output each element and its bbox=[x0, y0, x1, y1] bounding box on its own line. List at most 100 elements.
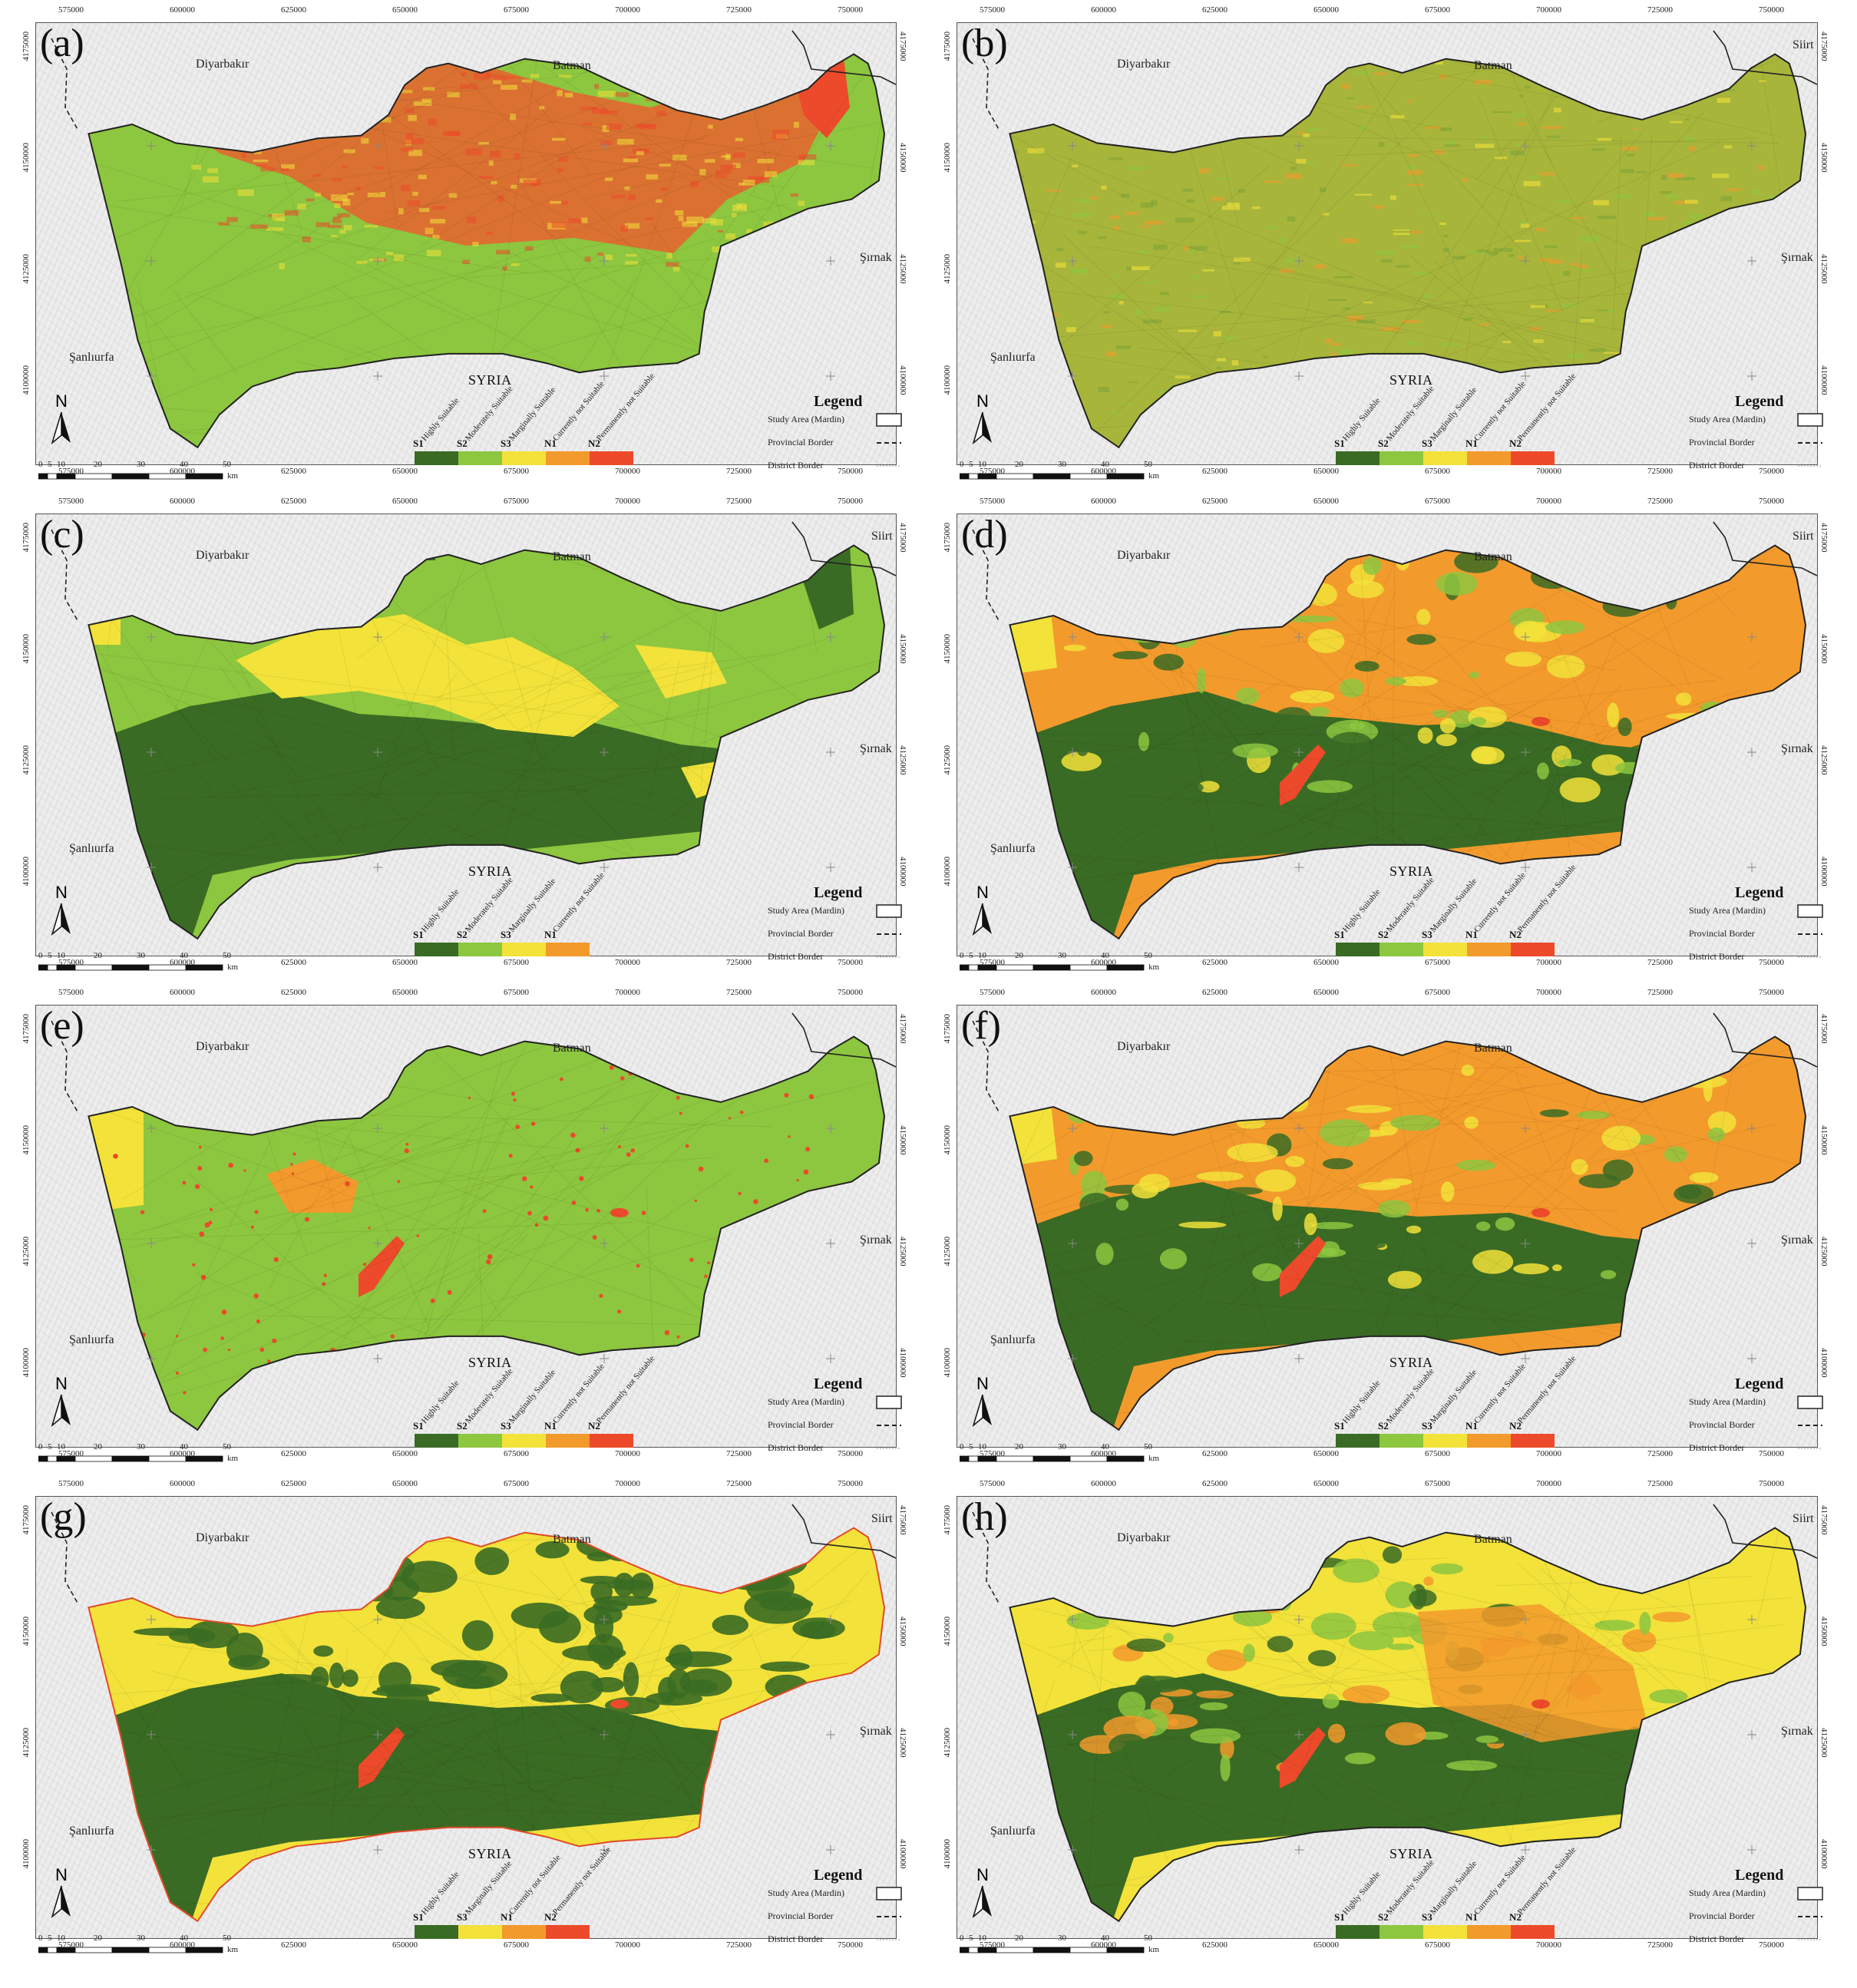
legend-study-area-symbol bbox=[876, 1887, 902, 1900]
scale-label: 0 bbox=[960, 460, 964, 469]
x-tick-bottom: 625000 bbox=[281, 1449, 306, 1458]
panel-label: (b) bbox=[961, 21, 1008, 65]
graticule-cross bbox=[826, 141, 835, 150]
graticule-cross bbox=[1521, 1354, 1530, 1363]
x-tick-bottom: 700000 bbox=[615, 1449, 640, 1458]
y-tick-right: 4100000 bbox=[898, 1839, 907, 1869]
swatch-s3 bbox=[502, 943, 546, 956]
x-tick-bottom: 650000 bbox=[392, 958, 418, 967]
swatch-s3 bbox=[458, 1925, 502, 1939]
graticule-cross bbox=[1747, 256, 1756, 266]
scale-label: 5 bbox=[969, 1442, 973, 1451]
legend-provincial: Provincial Border bbox=[1689, 1419, 1755, 1430]
graticule-cross bbox=[1294, 748, 1304, 757]
y-tick-left: 4150000 bbox=[943, 634, 952, 664]
suitability-raster bbox=[88, 1527, 884, 1921]
place-name-batman: Batman bbox=[553, 1042, 591, 1055]
graticule-cross bbox=[1747, 1845, 1756, 1854]
x-tick-bottom: 625000 bbox=[281, 1940, 306, 1950]
map-canvas bbox=[972, 30, 1817, 449]
y-tick-right: 4125000 bbox=[898, 254, 907, 284]
y-tick-right: 4100000 bbox=[898, 857, 907, 887]
scale-label: 40 bbox=[1101, 460, 1109, 469]
y-tick-right: 4125000 bbox=[1819, 745, 1829, 775]
y-tick-right: 4150000 bbox=[898, 634, 907, 664]
north-label: N bbox=[976, 883, 989, 902]
provincial-border bbox=[972, 1020, 1000, 1114]
provincial-border-ne bbox=[791, 30, 896, 85]
x-tick-top: 750000 bbox=[1759, 497, 1784, 506]
place-name-sirnak: Şırnak bbox=[1781, 251, 1813, 264]
swatch-n2 bbox=[1511, 451, 1555, 465]
graticule-cross bbox=[373, 141, 382, 150]
y-tick-left: 4100000 bbox=[943, 365, 952, 395]
place-name-diyarbakir: Diyarbakır bbox=[1117, 1531, 1171, 1544]
class-code-n1: N1 bbox=[1465, 1420, 1478, 1432]
scale-label: 10 bbox=[978, 951, 986, 960]
panel-label: (e) bbox=[40, 1004, 84, 1048]
legend-provincial: Provincial Border bbox=[1689, 1910, 1755, 1921]
graticule-cross bbox=[1294, 1730, 1304, 1739]
map-panel-b: 575000 575000 600000 600000 625000 625000 6500… bbox=[929, 4, 1843, 484]
place-name-siirt: Siirt bbox=[871, 530, 893, 543]
x-tick-top: 650000 bbox=[1313, 5, 1339, 15]
y-tick-left: 4175000 bbox=[21, 31, 31, 61]
x-tick-top: 575000 bbox=[58, 988, 84, 997]
x-tick-top: 575000 bbox=[58, 1479, 84, 1488]
panel-label: (d) bbox=[961, 513, 1008, 556]
place-name-diyarbakir: Diyarbakır bbox=[1117, 1040, 1171, 1053]
x-tick-top: 725000 bbox=[1647, 1479, 1673, 1488]
suitability-raster bbox=[1009, 54, 1806, 447]
scale-label: 50 bbox=[1144, 951, 1152, 960]
x-tick-top: 725000 bbox=[1647, 5, 1673, 15]
country-label-syria: SYRIA bbox=[1389, 372, 1433, 388]
y-tick-left: 4125000 bbox=[943, 745, 952, 775]
map-panel-h: 575000 575000 600000 600000 625000 625000 6500… bbox=[929, 1478, 1843, 1957]
country-label-syria: SYRIA bbox=[468, 1846, 512, 1861]
north-label: N bbox=[976, 1865, 989, 1884]
x-tick-bottom: 675000 bbox=[1425, 1449, 1450, 1458]
place-name-batman: Batman bbox=[1474, 59, 1512, 72]
swatch-s2 bbox=[1380, 1434, 1423, 1448]
map-frame bbox=[957, 1496, 1818, 1939]
x-tick-bottom: 650000 bbox=[392, 1940, 418, 1950]
scale-label: 0 bbox=[38, 1934, 43, 1943]
graticule-cross bbox=[1521, 1845, 1530, 1854]
scale-label: 30 bbox=[137, 460, 145, 469]
graticule-cross bbox=[1294, 1354, 1304, 1363]
scale-unit: km bbox=[1148, 471, 1160, 480]
x-tick-bottom: 700000 bbox=[615, 1940, 640, 1950]
graticule-cross bbox=[1294, 1845, 1304, 1854]
scale-label: 30 bbox=[1058, 1934, 1066, 1943]
scale-label: 50 bbox=[1144, 460, 1152, 469]
graticule-cross bbox=[373, 748, 382, 757]
swatch-s2 bbox=[1380, 1925, 1423, 1939]
legend-study-area-symbol bbox=[876, 904, 902, 918]
legend-provincial: Provincial Border bbox=[768, 1910, 834, 1921]
map-frame bbox=[35, 1496, 897, 1939]
y-tick-right: 4125000 bbox=[898, 1728, 907, 1758]
place-name-diyarbakir: Diyarbakır bbox=[196, 549, 249, 562]
x-tick-top: 700000 bbox=[1536, 1479, 1561, 1488]
graticule-cross bbox=[826, 1615, 835, 1624]
north-arrow-icon bbox=[51, 411, 71, 445]
north-label: N bbox=[55, 883, 68, 902]
scale-label: 40 bbox=[180, 951, 188, 960]
class-code-s3: S3 bbox=[1422, 438, 1432, 449]
scale-label: 5 bbox=[969, 1934, 973, 1943]
x-tick-bottom: 750000 bbox=[838, 1940, 863, 1950]
x-tick-top: 700000 bbox=[1536, 497, 1561, 506]
x-tick-top: 575000 bbox=[980, 1479, 1005, 1488]
x-tick-top: 600000 bbox=[1091, 5, 1116, 15]
study-area-outline bbox=[88, 1035, 886, 1432]
graticule-cross bbox=[147, 1124, 156, 1133]
scale-label: 40 bbox=[180, 1442, 188, 1451]
class-code-s3: S3 bbox=[1422, 929, 1432, 940]
place-name-siirt: Siirt bbox=[1793, 38, 1814, 51]
legend-study-area: Study Area (Mardin) bbox=[768, 414, 844, 424]
graticule-cross bbox=[1068, 1845, 1077, 1854]
y-tick-left: 4125000 bbox=[943, 254, 952, 284]
legend-title: Legend bbox=[814, 1867, 863, 1884]
graticule-cross bbox=[826, 1239, 835, 1248]
place-name-siirt: Siirt bbox=[871, 1512, 893, 1525]
